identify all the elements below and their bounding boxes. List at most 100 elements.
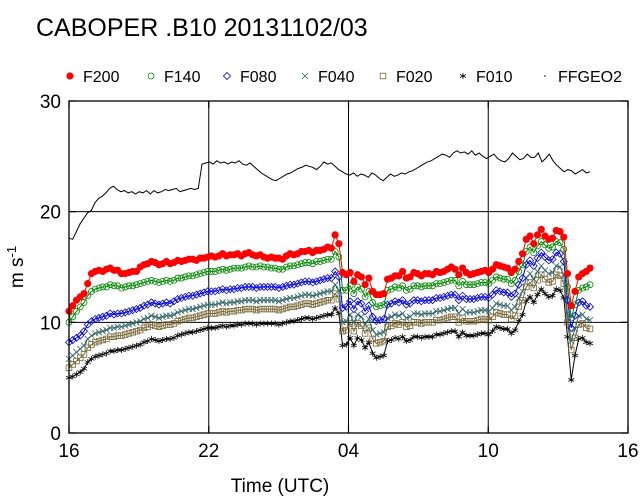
data-point-f040 bbox=[95, 329, 103, 336]
data-point-f040 bbox=[110, 324, 118, 332]
data-point-f020 bbox=[444, 314, 451, 322]
data-point-f020 bbox=[481, 315, 489, 323]
data-point-f080 bbox=[574, 298, 583, 307]
data-point-f140 bbox=[144, 277, 152, 285]
data-point-f040 bbox=[376, 330, 384, 337]
data-point-f140 bbox=[582, 283, 590, 291]
data-point-f010 bbox=[223, 323, 230, 330]
data-point-f080 bbox=[563, 296, 572, 305]
data-point-f200 bbox=[69, 302, 77, 310]
data-point-f140 bbox=[208, 268, 215, 275]
data-point-f040 bbox=[391, 311, 399, 318]
data-point-f080 bbox=[211, 287, 220, 296]
data-point-f040 bbox=[151, 313, 159, 321]
data-point-f080 bbox=[241, 282, 250, 291]
data-point-f010 bbox=[110, 348, 118, 355]
data-point-f010 bbox=[309, 316, 316, 323]
data-point-f080 bbox=[76, 331, 85, 340]
data-point-f140 bbox=[579, 284, 586, 292]
data-point-f040 bbox=[511, 303, 519, 311]
data-point-f080 bbox=[203, 287, 212, 296]
chart-title: CABOPER .B10 20131102/03 bbox=[36, 14, 368, 42]
legend-marker-f200 bbox=[66, 72, 74, 80]
data-point-f040 bbox=[181, 306, 189, 314]
x-axis-label: Time (UTC) bbox=[231, 476, 330, 497]
data-point-f140 bbox=[279, 265, 287, 273]
data-point-f080 bbox=[319, 275, 328, 284]
data-point-f040 bbox=[384, 314, 391, 322]
data-point-f010 bbox=[298, 316, 305, 323]
data-point-f200 bbox=[518, 250, 527, 258]
data-point-f040 bbox=[388, 313, 395, 321]
data-point-f080 bbox=[533, 254, 542, 263]
data-point-f010 bbox=[343, 341, 350, 348]
data-point-f140 bbox=[320, 256, 328, 264]
data-point-f040 bbox=[455, 310, 463, 317]
data-point-f040 bbox=[178, 307, 185, 315]
data-point-f020 bbox=[256, 305, 264, 313]
data-point-f010 bbox=[485, 331, 492, 338]
data-point-f010 bbox=[122, 345, 129, 352]
data-point-f140 bbox=[380, 301, 388, 309]
data-point-f010 bbox=[129, 343, 136, 350]
data-point-f140 bbox=[76, 303, 84, 311]
data-point-f140 bbox=[301, 259, 309, 266]
data-point-f080 bbox=[364, 301, 373, 310]
data-point-f020 bbox=[538, 271, 545, 278]
data-point-f140 bbox=[253, 263, 260, 271]
data-point-f040 bbox=[223, 300, 230, 307]
data-point-f080 bbox=[113, 309, 122, 318]
data-point-f080 bbox=[469, 295, 478, 304]
data-point-f080 bbox=[274, 283, 283, 293]
data-point-f010 bbox=[380, 352, 388, 359]
data-point-f080 bbox=[357, 299, 366, 308]
data-point-f200 bbox=[327, 244, 335, 252]
legend-item-f020: F020 bbox=[379, 69, 433, 86]
data-point-f010 bbox=[384, 338, 391, 345]
data-point-f040 bbox=[320, 289, 328, 296]
data-point-f040 bbox=[140, 315, 148, 323]
data-point-f010 bbox=[253, 321, 260, 328]
data-point-f080 bbox=[98, 312, 107, 321]
x-tick-label: 16 bbox=[617, 441, 638, 462]
data-point-f140 bbox=[256, 262, 264, 270]
data-point-f010 bbox=[152, 337, 159, 344]
data-point-f040 bbox=[155, 314, 163, 322]
data-point-f010 bbox=[84, 359, 91, 366]
data-point-f020 bbox=[245, 305, 253, 313]
legend: F200 F140 F080 F040 F020 F010 FFGEO2 bbox=[66, 69, 622, 86]
data-point-f020 bbox=[440, 315, 448, 323]
data-point-f020 bbox=[118, 332, 125, 339]
data-point-f040 bbox=[230, 299, 238, 306]
data-point-f040 bbox=[545, 270, 553, 277]
data-point-f010 bbox=[403, 338, 410, 345]
data-point-f020 bbox=[485, 316, 492, 324]
data-point-f020 bbox=[373, 340, 380, 347]
data-point-f010 bbox=[568, 376, 575, 383]
data-point-f020 bbox=[193, 313, 200, 320]
data-point-f080 bbox=[477, 292, 486, 301]
data-point-f040 bbox=[373, 331, 380, 338]
data-point-f040 bbox=[395, 312, 403, 319]
data-point-f080 bbox=[132, 304, 141, 314]
data-point-f020 bbox=[110, 333, 118, 340]
data-point-f080 bbox=[473, 293, 482, 303]
data-point-f020 bbox=[541, 275, 549, 283]
data-point-f140 bbox=[297, 260, 305, 268]
data-point-f020 bbox=[185, 314, 193, 322]
data-point-f010 bbox=[373, 354, 380, 361]
data-point-f080 bbox=[263, 282, 272, 291]
data-point-f040 bbox=[80, 342, 88, 349]
data-point-f020 bbox=[316, 299, 324, 306]
data-point-f140 bbox=[178, 274, 185, 282]
data-point-f080 bbox=[368, 312, 377, 321]
data-point-f140 bbox=[399, 282, 406, 290]
data-point-f140 bbox=[357, 285, 365, 293]
data-point-f140 bbox=[586, 281, 594, 289]
data-point-f010 bbox=[556, 287, 564, 294]
data-point-f200 bbox=[586, 264, 594, 272]
data-point-f020 bbox=[511, 312, 519, 319]
data-point-f080 bbox=[346, 297, 355, 306]
data-point-f020 bbox=[466, 318, 474, 325]
data-point-f080 bbox=[555, 249, 565, 258]
